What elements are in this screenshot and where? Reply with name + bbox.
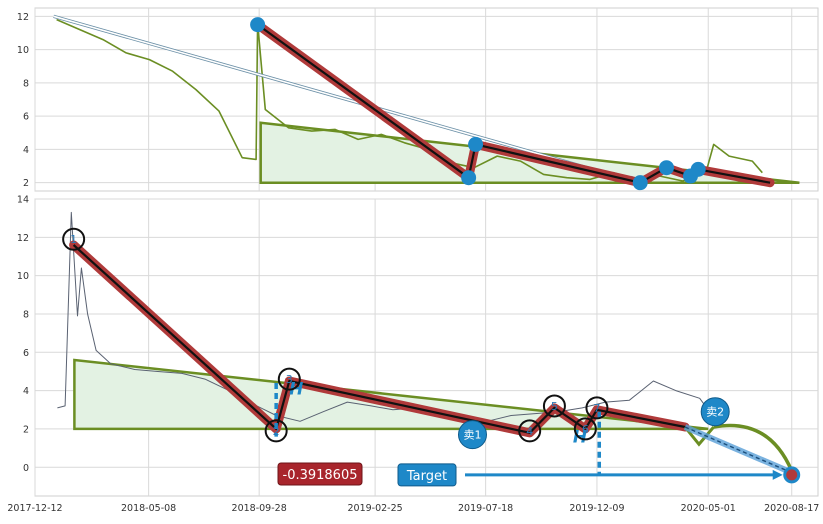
pivot-point	[461, 170, 477, 186]
target-value-label: -0.3918605	[283, 468, 358, 483]
y-tick-label: 4	[23, 386, 29, 397]
pivot-point	[632, 175, 648, 191]
pivot-label: 1	[70, 233, 77, 246]
target-point	[783, 466, 801, 484]
y-tick-label: 6	[23, 112, 29, 123]
price-line	[56, 18, 763, 182]
top-price-panel: 2 4 6 8 10 12	[17, 7, 819, 192]
pivot-point	[659, 160, 675, 176]
pivot-label: 6	[582, 423, 589, 436]
projection-dashed	[684, 426, 788, 472]
h-marker-label: H	[289, 379, 303, 399]
x-tick-label: 2018-05-08	[121, 503, 176, 514]
x-tick-label: 2019-02-25	[347, 503, 402, 514]
x-tick-label: 2017-12-12	[7, 503, 62, 514]
sell-marker	[457, 420, 487, 450]
triangle-pattern	[73, 358, 709, 431]
pivot-point	[690, 161, 706, 177]
pivot-label: 3	[286, 373, 293, 386]
y-tick-label: 12	[17, 12, 29, 23]
y-tick-label: 6	[23, 348, 29, 359]
x-tick-label: 2020-05-01	[681, 503, 736, 514]
x-tick-label: 2020-08-17	[764, 503, 819, 514]
target-value-box	[277, 462, 363, 486]
pivot-label: 2	[273, 425, 280, 438]
pivot-ring	[264, 419, 288, 443]
y-tick-label: 10	[17, 271, 29, 282]
y-tick-label: 10	[17, 45, 29, 56]
target-arrow-head	[772, 469, 783, 480]
y-tick-label: 12	[17, 233, 29, 244]
y-tick-label: 4	[23, 145, 29, 156]
pivot-ring	[518, 419, 542, 443]
sell-marker	[700, 397, 730, 427]
y-tick-label: 14	[17, 195, 29, 206]
price-line	[57, 211, 716, 422]
pivot-ring	[585, 396, 609, 420]
pivot-label: 4	[526, 425, 533, 438]
x-tick-label: 2019-07-18	[458, 503, 513, 514]
y-tick-label: 2	[23, 178, 29, 189]
pivot-ring	[62, 227, 86, 251]
target-label: Target	[406, 469, 447, 484]
projection-path	[683, 426, 715, 447]
pivot-ring	[542, 394, 566, 418]
projection-curve	[713, 423, 794, 472]
x-tick-label: 2019-12-09	[569, 503, 624, 514]
pivot-label: 7	[593, 402, 600, 415]
pivot-label: 5	[551, 400, 558, 413]
x-tick-label: 2018-09-28	[232, 503, 287, 514]
y-tick-label: 8	[23, 78, 29, 89]
pivot-ring	[277, 367, 301, 391]
guide-arrow	[53, 15, 641, 184]
y-tick-label: 8	[23, 309, 29, 320]
pivot-ring	[573, 417, 597, 441]
target-label-box	[397, 463, 457, 487]
sell-marker-label: 卖2	[706, 406, 724, 419]
plot-area	[34, 198, 819, 497]
sell-marker-label: 卖1	[463, 429, 481, 442]
pivot-point	[468, 136, 484, 152]
y-tick-label: 2	[23, 424, 29, 435]
y-tick-label: 0	[23, 463, 29, 474]
pivot-point	[250, 17, 266, 33]
